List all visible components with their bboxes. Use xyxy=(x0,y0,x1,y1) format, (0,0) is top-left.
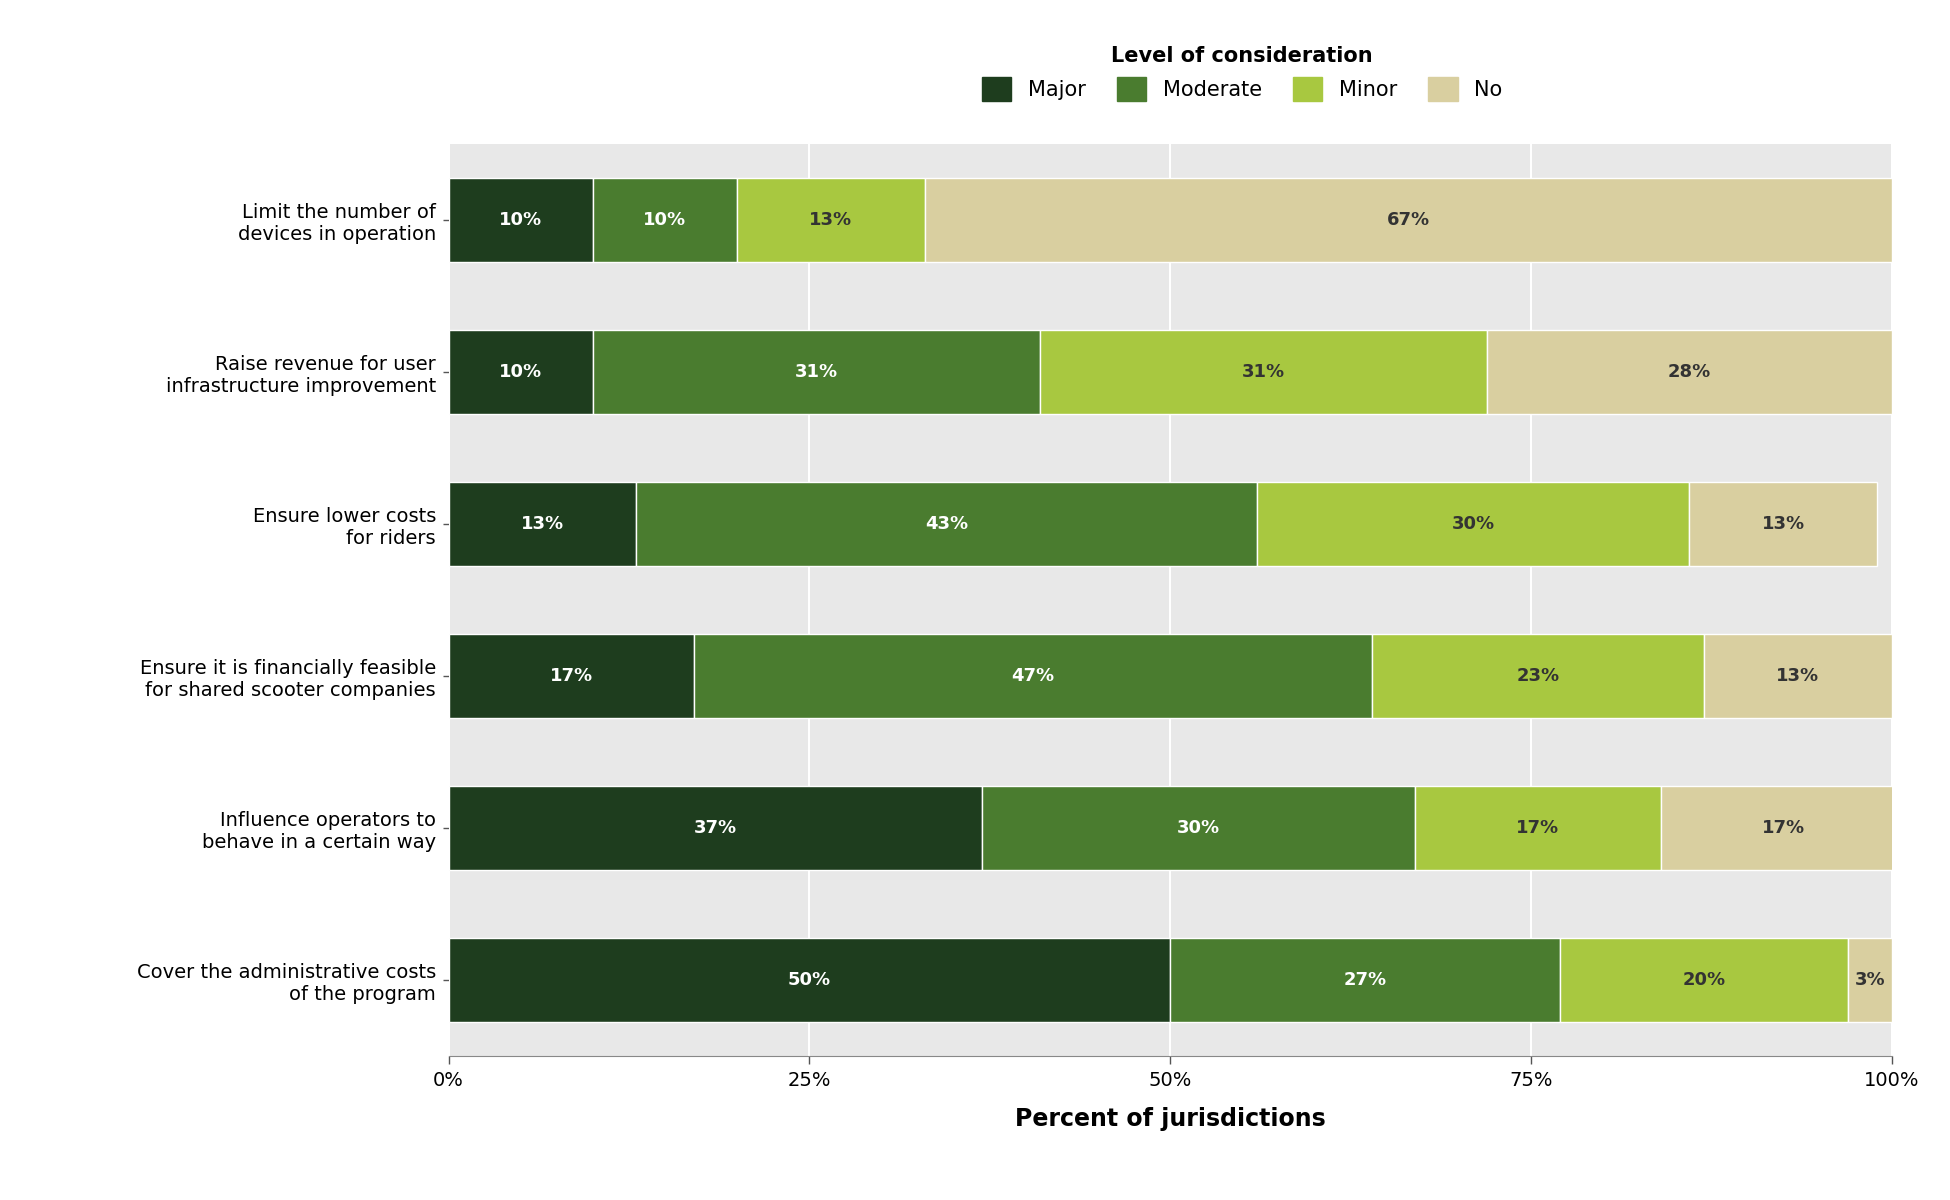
Text: 10%: 10% xyxy=(644,211,686,229)
Text: 30%: 30% xyxy=(1178,818,1221,838)
Bar xyxy=(1849,938,1892,1022)
Text: 13%: 13% xyxy=(1776,667,1819,685)
Bar xyxy=(593,330,1039,414)
Bar xyxy=(448,330,593,414)
Bar xyxy=(448,178,593,262)
Bar xyxy=(737,178,924,262)
Text: 31%: 31% xyxy=(796,362,838,382)
Bar xyxy=(448,938,1170,1022)
Bar xyxy=(448,786,983,870)
Text: 43%: 43% xyxy=(924,515,967,533)
Bar xyxy=(1488,330,1891,414)
Text: 31%: 31% xyxy=(1242,362,1285,382)
Bar xyxy=(1256,482,1689,565)
Text: 10%: 10% xyxy=(499,211,542,229)
Bar xyxy=(593,178,737,262)
Text: 30%: 30% xyxy=(1451,515,1494,533)
Text: 17%: 17% xyxy=(550,667,593,685)
Bar xyxy=(1704,634,1892,718)
Text: 13%: 13% xyxy=(809,211,852,229)
Bar xyxy=(1039,330,1488,414)
Text: 13%: 13% xyxy=(521,515,564,533)
Text: 67%: 67% xyxy=(1386,211,1429,229)
Bar xyxy=(1170,938,1560,1022)
Text: 23%: 23% xyxy=(1517,667,1560,685)
Bar xyxy=(1373,634,1704,718)
Text: 20%: 20% xyxy=(1683,971,1726,989)
Text: 10%: 10% xyxy=(499,362,542,382)
Text: 28%: 28% xyxy=(1667,362,1710,382)
Text: 47%: 47% xyxy=(1012,667,1055,685)
Text: 3%: 3% xyxy=(1854,971,1886,989)
Text: 13%: 13% xyxy=(1761,515,1806,533)
Bar xyxy=(636,482,1256,565)
Bar xyxy=(1661,786,1905,870)
Bar xyxy=(1416,786,1661,870)
Bar xyxy=(924,178,1892,262)
Bar xyxy=(448,634,694,718)
Legend: Major, Moderate, Minor, No: Major, Moderate, Minor, No xyxy=(971,36,1513,112)
Bar xyxy=(983,786,1416,870)
Bar xyxy=(448,482,636,565)
Text: 50%: 50% xyxy=(788,971,831,989)
Text: 17%: 17% xyxy=(1517,818,1560,838)
Text: 17%: 17% xyxy=(1761,818,1806,838)
X-axis label: Percent of jurisdictions: Percent of jurisdictions xyxy=(1014,1106,1326,1130)
Bar xyxy=(694,634,1373,718)
Text: 27%: 27% xyxy=(1344,971,1386,989)
Bar xyxy=(1689,482,1878,565)
Text: 37%: 37% xyxy=(694,818,737,838)
Bar xyxy=(1560,938,1849,1022)
